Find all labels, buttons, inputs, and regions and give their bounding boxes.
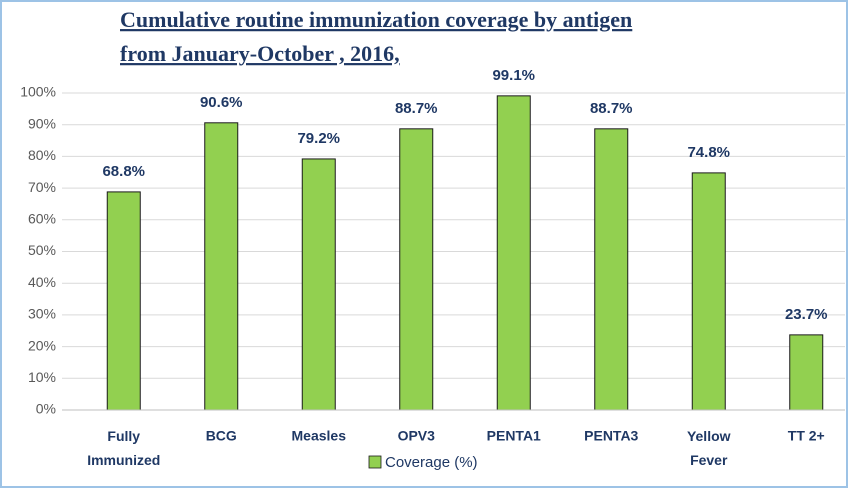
y-tick-label: 30% — [28, 306, 56, 322]
y-tick-label: 90% — [28, 115, 56, 131]
x-tick-label: Measles — [292, 428, 347, 444]
bar — [691, 172, 726, 411]
chart-title: Cumulative routine immunization coverage… — [120, 7, 632, 32]
y-tick-label: 0% — [36, 401, 56, 417]
bar — [204, 122, 239, 411]
value-label: 74.8% — [687, 144, 730, 161]
y-tick-label: 70% — [28, 179, 56, 195]
y-tick-label: 50% — [28, 242, 56, 258]
bar — [789, 334, 824, 411]
value-label: 68.8% — [102, 163, 145, 180]
x-tick-label: BCG — [206, 428, 237, 444]
bar — [301, 158, 336, 411]
x-tick-label: TT 2+ — [788, 428, 825, 444]
legend-label: Coverage (%) — [385, 454, 478, 471]
x-tick-label: Fully Immunized — [87, 428, 160, 468]
value-label: 23.7% — [785, 306, 828, 323]
y-tick-label: 100% — [20, 84, 56, 100]
x-tick-label: PENTA3 — [584, 428, 638, 444]
value-label: 90.6% — [200, 94, 243, 111]
bar — [496, 95, 531, 411]
chart-title: from January-October , 2016, — [120, 41, 400, 66]
value-label: 99.1% — [492, 67, 535, 84]
y-tick-label: 60% — [28, 211, 56, 227]
x-tick-label: Yellow Fever — [687, 428, 731, 468]
y-tick-label: 10% — [28, 369, 56, 385]
y-tick-label: 40% — [28, 274, 56, 290]
value-label: 88.7% — [590, 100, 633, 117]
legend-swatch — [368, 455, 382, 469]
bar — [106, 191, 141, 411]
y-tick-label: 80% — [28, 147, 56, 163]
x-tick-label: PENTA1 — [487, 428, 541, 444]
value-label: 88.7% — [395, 100, 438, 117]
bar — [399, 128, 434, 411]
value-label: 79.2% — [297, 130, 340, 147]
x-tick-label: OPV3 — [398, 428, 436, 444]
y-tick-label: 20% — [28, 337, 56, 353]
bar — [594, 128, 629, 411]
